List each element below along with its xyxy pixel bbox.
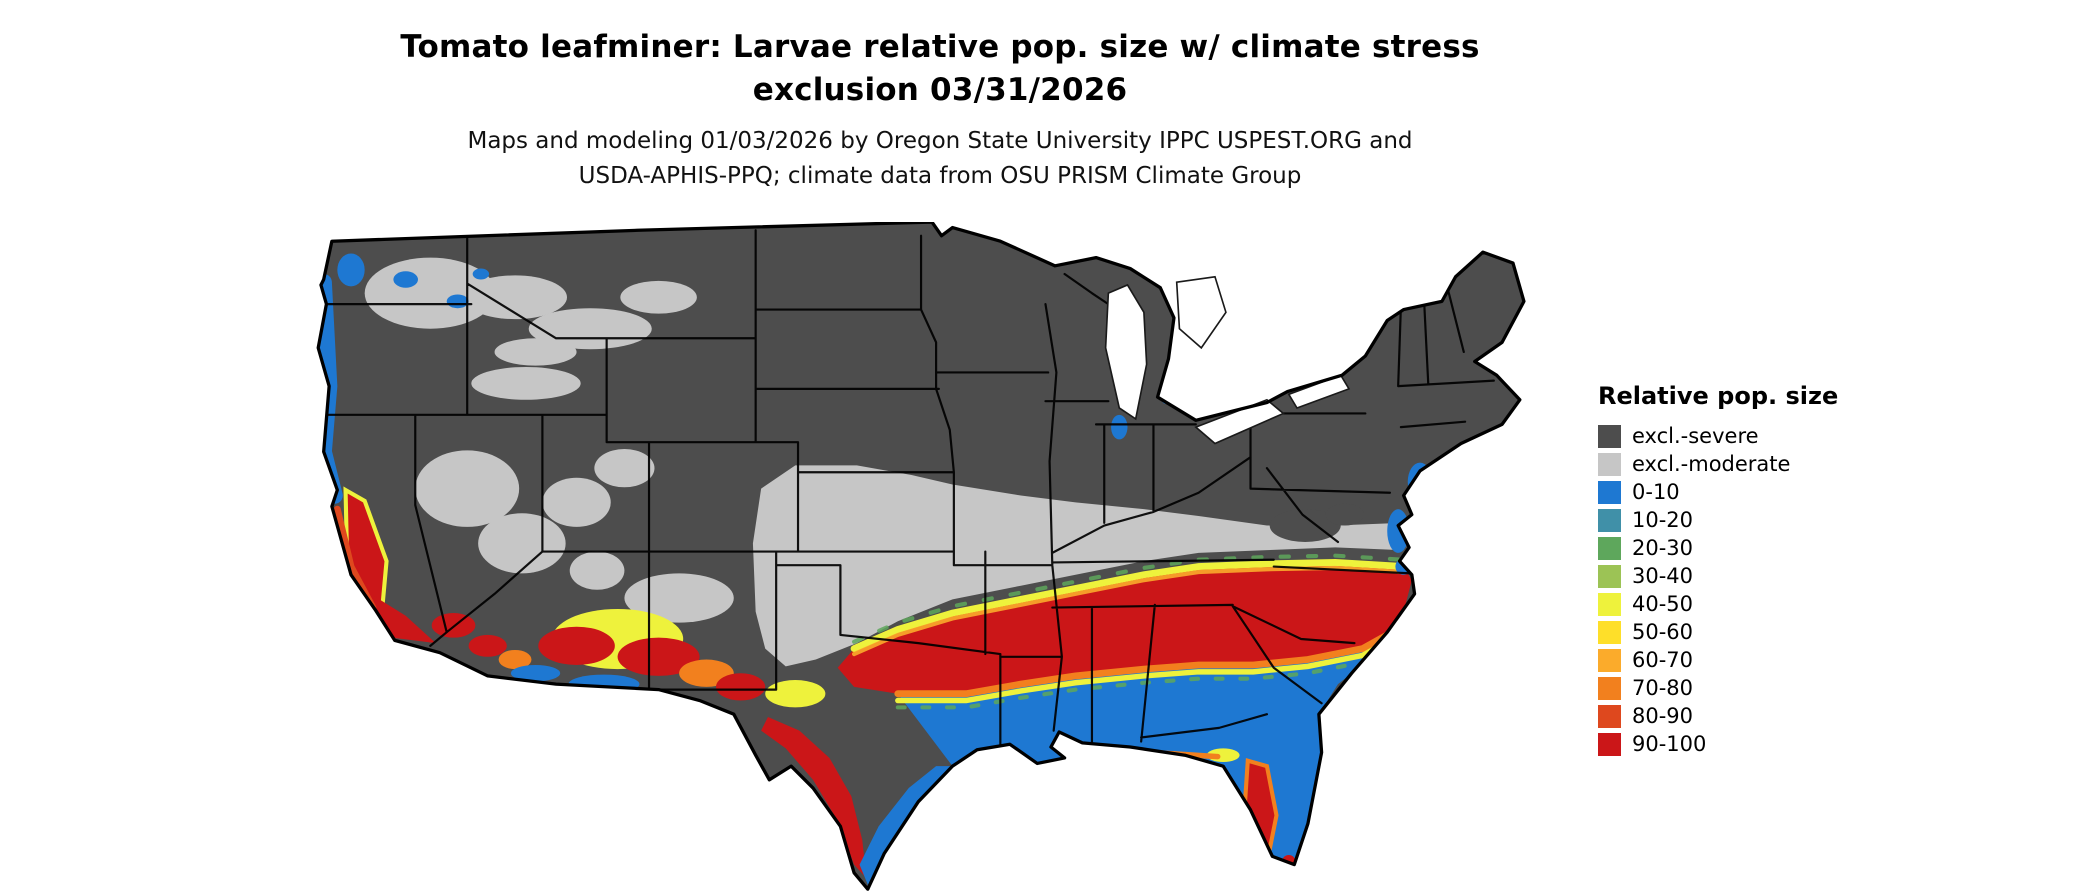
legend-label: 30-40	[1632, 563, 1694, 588]
legend-title: Relative pop. size	[1598, 382, 1839, 410]
legend-swatch	[1598, 452, 1621, 476]
legend-swatch	[1598, 424, 1621, 448]
legend-label: 10-20	[1632, 507, 1694, 532]
legend-swatch	[1598, 648, 1621, 672]
legend-item: 70-80	[1598, 674, 1898, 702]
region-excl-moderate-patches	[364, 257, 1404, 667]
region-dark-overlays	[1269, 503, 1364, 542]
legend-item: 0-10	[1598, 478, 1898, 506]
legend-label: 0-10	[1632, 479, 1680, 504]
legend-item: 50-60	[1598, 618, 1898, 646]
page-subtitle: Maps and modeling 01/03/2026 by Oregon S…	[0, 124, 1880, 193]
legend-item: 10-20	[1598, 506, 1898, 534]
legend-label: 60-70	[1632, 647, 1694, 672]
legend-swatch	[1598, 732, 1621, 756]
legend-label: 40-50	[1632, 591, 1694, 616]
legend-item: excl.-severe	[1598, 422, 1898, 450]
transition-south	[894, 631, 1391, 710]
us-outline	[316, 222, 1526, 891]
legend-swatch	[1598, 676, 1621, 700]
legend-swatch	[1598, 536, 1621, 560]
legend: Relative pop. size excl.-severe excl.-mod…	[1598, 382, 1898, 758]
legend-label: excl.-moderate	[1632, 451, 1791, 476]
legend-label: 20-30	[1632, 535, 1694, 560]
page-title: Tomato leafminer: Larvae relative pop. s…	[0, 26, 1880, 113]
us-choropleth-map	[316, 222, 1526, 891]
legend-item: 40-50	[1598, 590, 1898, 618]
map-raster-regions	[318, 222, 1524, 890]
lake-michigan	[1104, 283, 1148, 421]
legend-item: excl.-moderate	[1598, 450, 1898, 478]
title-line-2: exclusion 03/31/2026	[752, 72, 1128, 109]
legend-swatch	[1598, 620, 1621, 644]
legend-label: 70-80	[1632, 675, 1694, 700]
legend-item: 60-70	[1598, 646, 1898, 674]
legend-items: excl.-severe excl.-moderate 0-10 10-20 20-30…	[1598, 422, 1898, 758]
legend-label: 50-60	[1632, 619, 1694, 644]
legend-swatch	[1598, 480, 1621, 504]
legend-item: 30-40	[1598, 562, 1898, 590]
legend-label: 90-100	[1632, 731, 1707, 756]
legend-item: 80-90	[1598, 702, 1898, 730]
legend-label: excl.-severe	[1632, 423, 1759, 448]
lake-huron	[1175, 275, 1227, 350]
subtitle-line-1: Maps and modeling 01/03/2026 by Oregon S…	[467, 128, 1413, 154]
state-borders	[318, 229, 1495, 746]
legend-swatch	[1598, 704, 1621, 728]
legend-item: 20-30	[1598, 534, 1898, 562]
title-line-1: Tomato leafminer: Larvae relative pop. s…	[400, 29, 1480, 65]
legend-swatch	[1598, 564, 1621, 588]
subtitle-line-2: USDA-APHIS-PPQ; climate data from OSU PR…	[578, 162, 1302, 189]
legend-label: 80-90	[1632, 703, 1694, 728]
legend-item: 90-100	[1598, 730, 1898, 758]
legend-swatch	[1598, 592, 1621, 616]
legend-swatch	[1598, 508, 1621, 532]
